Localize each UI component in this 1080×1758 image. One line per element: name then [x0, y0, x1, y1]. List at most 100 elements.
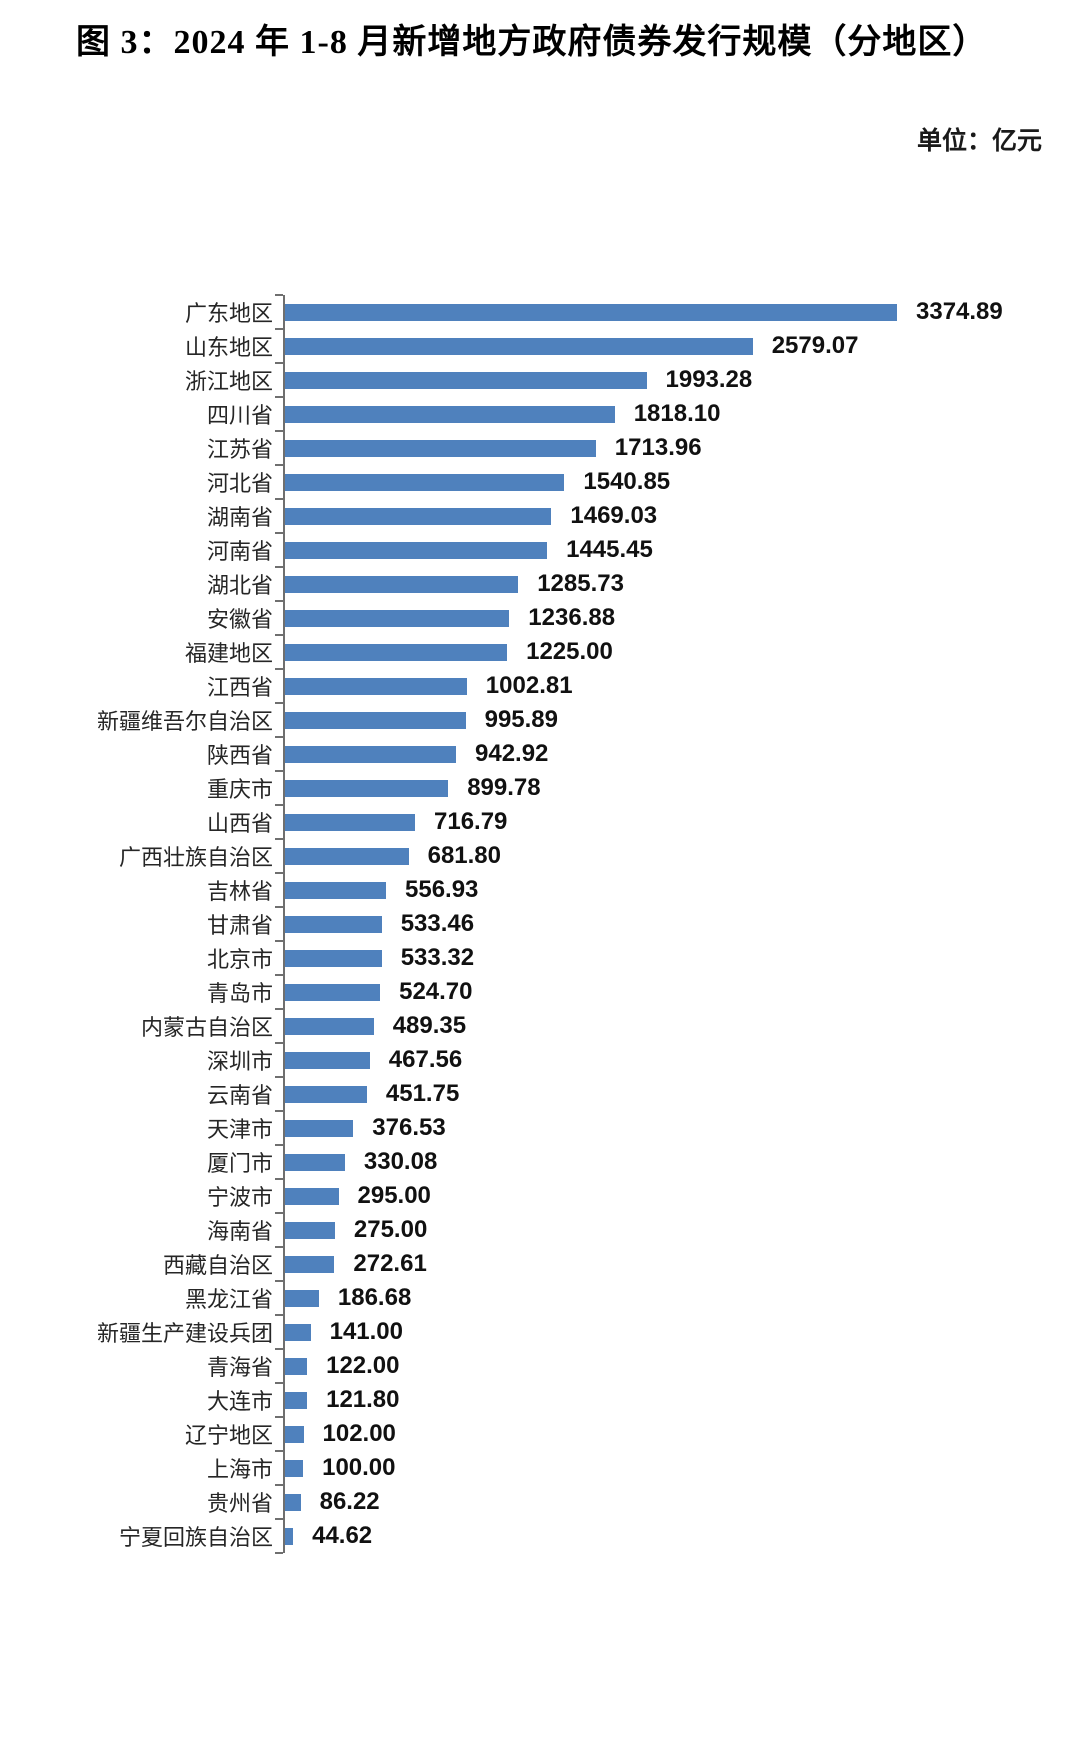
plot-area: 1236.88 [275, 600, 1080, 635]
value-label: 330.08 [363, 1148, 438, 1175]
value-label: 272.61 [353, 1250, 427, 1277]
chart-row: 宁夏回族自治区 44.62 [0, 1518, 1080, 1554]
bar [285, 1119, 354, 1137]
chart-row: 大连市 121.80 [0, 1382, 1080, 1417]
category-label: 上海市 [206, 1457, 273, 1482]
bar [285, 881, 386, 899]
plot-area: 2579.07 [275, 328, 1080, 363]
category-label: 吉林省 [206, 879, 273, 904]
chart-row: 山东地区 2579.07 [0, 328, 1080, 363]
chart-row: 广东地区 3374.89 [0, 294, 1080, 329]
chart-row: 青岛市 524.70 [0, 974, 1080, 1009]
plot-area: 1225.00 [275, 634, 1080, 669]
plot-area: 1285.73 [275, 566, 1080, 601]
category-label: 云南省 [206, 1083, 273, 1108]
value-label: 942.92 [475, 740, 549, 767]
bar [285, 1357, 308, 1375]
value-label: 556.93 [405, 876, 479, 903]
category-label: 江西省 [206, 675, 273, 700]
plot-area: 533.46 [275, 906, 1080, 941]
chart-row: 云南省 451.75 [0, 1076, 1080, 1111]
chart-row: 四川省 1818.10 [0, 396, 1080, 431]
bar [285, 779, 449, 797]
value-label: 44.62 [312, 1522, 373, 1549]
plot-area: 716.79 [275, 804, 1080, 839]
plot-area: 186.68 [275, 1280, 1080, 1315]
bar [285, 541, 548, 559]
value-label: 1713.96 [614, 434, 702, 461]
chart-row: 江西省 1002.81 [0, 668, 1080, 703]
category-label: 西藏自治区 [162, 1253, 273, 1278]
bar [285, 1425, 304, 1443]
unit-label: 单位：亿元 [916, 128, 1042, 155]
value-label: 467.56 [388, 1046, 463, 1073]
bar [285, 303, 897, 321]
value-label: 1285.73 [537, 570, 624, 597]
chart-row: 贵州省 86.22 [0, 1484, 1080, 1519]
value-label: 122.00 [326, 1352, 400, 1379]
category-label: 内蒙古自治区 [140, 1015, 273, 1040]
bar [285, 1527, 294, 1545]
category-label: 大连市 [206, 1389, 273, 1414]
category-label: 宁波市 [206, 1185, 273, 1210]
plot-area: 1713.96 [275, 430, 1080, 465]
bar [285, 1153, 345, 1171]
chart-row: 福建地区 1225.00 [0, 634, 1080, 669]
bar [285, 983, 381, 1001]
value-label: 533.32 [400, 944, 475, 971]
chart-row: 安徽省 1236.88 [0, 600, 1080, 635]
value-label: 1225.00 [526, 638, 613, 665]
category-label: 青海省 [206, 1355, 273, 1380]
plot-area: 44.62 [275, 1518, 1080, 1554]
chart-row: 上海市 100.00 [0, 1450, 1080, 1485]
chart-row: 河北省 1540.85 [0, 464, 1080, 499]
value-label: 275.00 [353, 1216, 428, 1243]
category-label: 天津市 [206, 1117, 273, 1142]
chart-row: 湖南省 1469.03 [0, 498, 1080, 533]
bar [285, 915, 382, 933]
plot-area: 100.00 [275, 1450, 1080, 1485]
category-label: 广西壮族自治区 [118, 845, 273, 870]
plot-area: 533.32 [275, 940, 1080, 975]
chart-row: 西藏自治区 272.61 [0, 1246, 1080, 1281]
category-label: 宁夏回族自治区 [118, 1525, 273, 1550]
plot-area: 1818.10 [275, 396, 1080, 431]
plot-area: 275.00 [275, 1212, 1080, 1247]
plot-area: 524.70 [275, 974, 1080, 1009]
value-label: 1469.03 [570, 502, 658, 529]
bar [285, 643, 508, 661]
bar [285, 677, 467, 695]
bar [285, 405, 615, 423]
plot-area: 467.56 [275, 1042, 1080, 1077]
plot-area: 86.22 [275, 1484, 1080, 1519]
value-label: 86.22 [319, 1488, 380, 1515]
chart-row: 河南省 1445.45 [0, 532, 1080, 567]
category-label: 河南省 [206, 539, 273, 564]
chart-row: 江苏省 1713.96 [0, 430, 1080, 465]
value-label: 1993.28 [665, 366, 753, 393]
category-label: 山西省 [206, 811, 273, 836]
category-label: 新疆维吾尔自治区 [96, 709, 273, 734]
chart-row: 山西省 716.79 [0, 804, 1080, 839]
bar [285, 371, 647, 389]
value-label: 376.53 [372, 1114, 446, 1141]
plot-area: 1993.28 [275, 362, 1080, 397]
chart-row: 深圳市 467.56 [0, 1042, 1080, 1077]
chart-row: 内蒙古自治区 489.35 [0, 1008, 1080, 1043]
chart-row: 甘肃省 533.46 [0, 906, 1080, 941]
chart-row: 吉林省 556.93 [0, 872, 1080, 907]
category-label: 甘肃省 [206, 913, 273, 938]
plot-area: 942.92 [275, 736, 1080, 771]
plot-area: 489.35 [275, 1008, 1080, 1043]
bar [285, 1085, 367, 1103]
category-label: 山东地区 [184, 335, 273, 360]
value-label: 100.00 [322, 1454, 396, 1481]
chart-row: 厦门市 330.08 [0, 1144, 1080, 1179]
category-label: 福建地区 [184, 641, 273, 666]
value-label: 1818.10 [633, 400, 721, 427]
plot-area: 272.61 [275, 1246, 1080, 1281]
chart-row: 湖北省 1285.73 [0, 566, 1080, 601]
category-label: 陕西省 [206, 743, 273, 768]
plot-area: 141.00 [275, 1314, 1080, 1349]
category-label: 辽宁地区 [184, 1423, 273, 1448]
